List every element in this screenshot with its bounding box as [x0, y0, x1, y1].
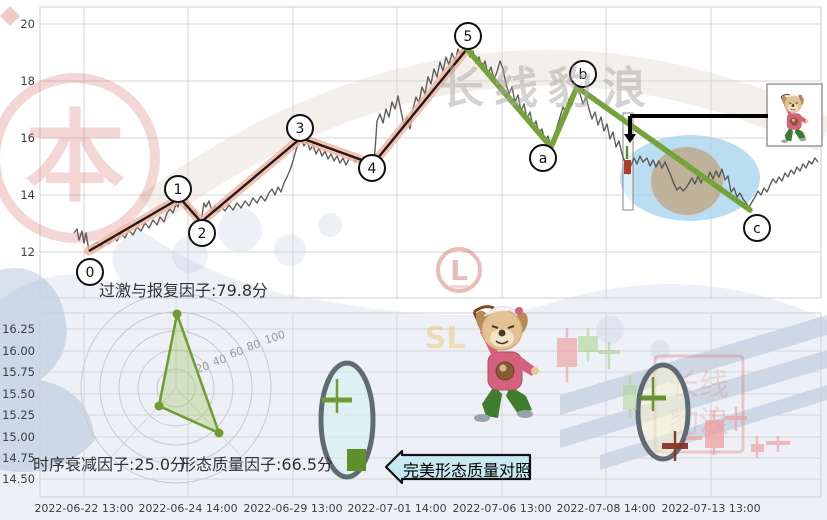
pointer-arrow-head [624, 134, 636, 143]
wave-label-circle [358, 154, 386, 182]
radar-point [172, 309, 182, 319]
x-tick-label: 2022-07-08 14:00 [556, 502, 655, 515]
candlestick [705, 410, 724, 455]
candlestick [725, 407, 747, 431]
x-tick-label: 2022-06-29 13:00 [243, 502, 342, 515]
y-tick-label: 15.25 [2, 408, 35, 422]
reference-frame [766, 83, 823, 147]
wave-label-layer: 0 1 2 3 4 5 a b c [76, 22, 771, 286]
y-tick-label: 14.75 [2, 451, 35, 465]
impulse-wave-line [88, 48, 468, 253]
radar-axis [175, 387, 243, 458]
wave-label-circle [188, 219, 216, 247]
y-tick-label: 15.75 [2, 365, 35, 379]
wave-label-text: 2 [198, 226, 207, 242]
price-series-layer: 20 40 60 80 100 [73, 43, 819, 484]
quality-factor-label: 形态质量因子:66.5分 [180, 455, 334, 474]
y-tick-label: 20 [20, 17, 35, 31]
wave-label-text: 5 [464, 29, 473, 45]
sl-watermark: SL [425, 321, 466, 356]
candlestick [640, 377, 666, 411]
candlestick [347, 449, 366, 471]
mini-candle-body [624, 160, 631, 174]
radar-axis [110, 387, 177, 458]
arrow-annotations [384, 114, 768, 485]
wave-label-circle [569, 60, 597, 88]
candlestick [578, 328, 598, 362]
l-logo-watermark: L [436, 247, 482, 293]
radar-scale-label: 40 [211, 352, 228, 369]
wave-label-text: b [579, 67, 588, 83]
candlestick [766, 436, 790, 452]
highlight-shapes [318, 112, 790, 480]
radar-scale-label: 100 [263, 328, 287, 347]
wave-label-text: c [753, 221, 761, 237]
wave-label-text: 3 [296, 121, 305, 137]
x-tick-label: 2022-06-24 14:00 [138, 502, 237, 515]
brand-watermark: 长线豹浪 [440, 63, 656, 114]
red-diamond-corner [0, 6, 20, 26]
candlestick [557, 328, 577, 382]
panel-border [39, 6, 822, 299]
radar-point [154, 401, 164, 411]
radar-polygon [157, 309, 222, 436]
tan-highlight-circle [651, 147, 723, 215]
correction-wave-line [464, 46, 753, 213]
y-tick-label: 12 [20, 245, 35, 259]
y-tick-label: 18 [20, 74, 35, 88]
y-tick-label: 14 [20, 188, 35, 202]
x-tick-label: 2022-06-22 13:00 [34, 502, 133, 515]
y-tick-label: 14.50 [2, 472, 35, 486]
wave-label-circle [76, 258, 104, 286]
wave-label-text: 0 [86, 265, 95, 281]
y-tick-label: 15.00 [2, 430, 35, 444]
y-tick-label: 16.25 [2, 322, 35, 336]
red-seal-top-left: 本 [0, 73, 160, 243]
y-tick-label: 15.50 [2, 387, 35, 401]
candlestick [322, 379, 352, 413]
candlestick [751, 436, 764, 458]
wave-label-circle [286, 114, 314, 142]
great-wave-background [0, 49, 827, 520]
radar-scale-label: 80 [245, 337, 262, 354]
wave-label-circle [529, 144, 557, 172]
x-tick-label: 2022-07-13 13:00 [661, 502, 760, 515]
decay-factor-label: 时序衰减因子:25.0分 [33, 455, 187, 474]
candlestick [598, 342, 620, 369]
candlestick [662, 431, 688, 461]
overshoot-factor-label: 过激与报复因子:79.8分 [99, 281, 269, 300]
radar-point [214, 428, 224, 438]
x-tick-label: 2022-07-01 14:00 [347, 502, 446, 515]
y-tick-label: 16.00 [2, 344, 35, 358]
panel-border [39, 312, 822, 498]
svg-text:L: L [450, 254, 468, 287]
wave-label-circle [454, 22, 482, 50]
wave-label-text: 1 [174, 182, 183, 198]
radar-scale-label: 60 [228, 344, 245, 361]
wave-label-circle [164, 175, 192, 203]
pattern-ellipse-left [318, 360, 376, 480]
callout-label: 完美形态质量对照 [403, 461, 532, 480]
wave-label-text: 4 [368, 161, 377, 177]
x-tick-label: 2022-07-06 13:00 [452, 502, 551, 515]
y-tick-label: 16 [20, 131, 35, 145]
svg-text:本: 本 [25, 99, 125, 216]
callout-arrow [384, 449, 532, 485]
radar-scale-label: 20 [194, 359, 211, 376]
wave-label-text: a [539, 151, 548, 167]
candlestick [623, 376, 637, 418]
wave-label-circle [743, 214, 771, 242]
